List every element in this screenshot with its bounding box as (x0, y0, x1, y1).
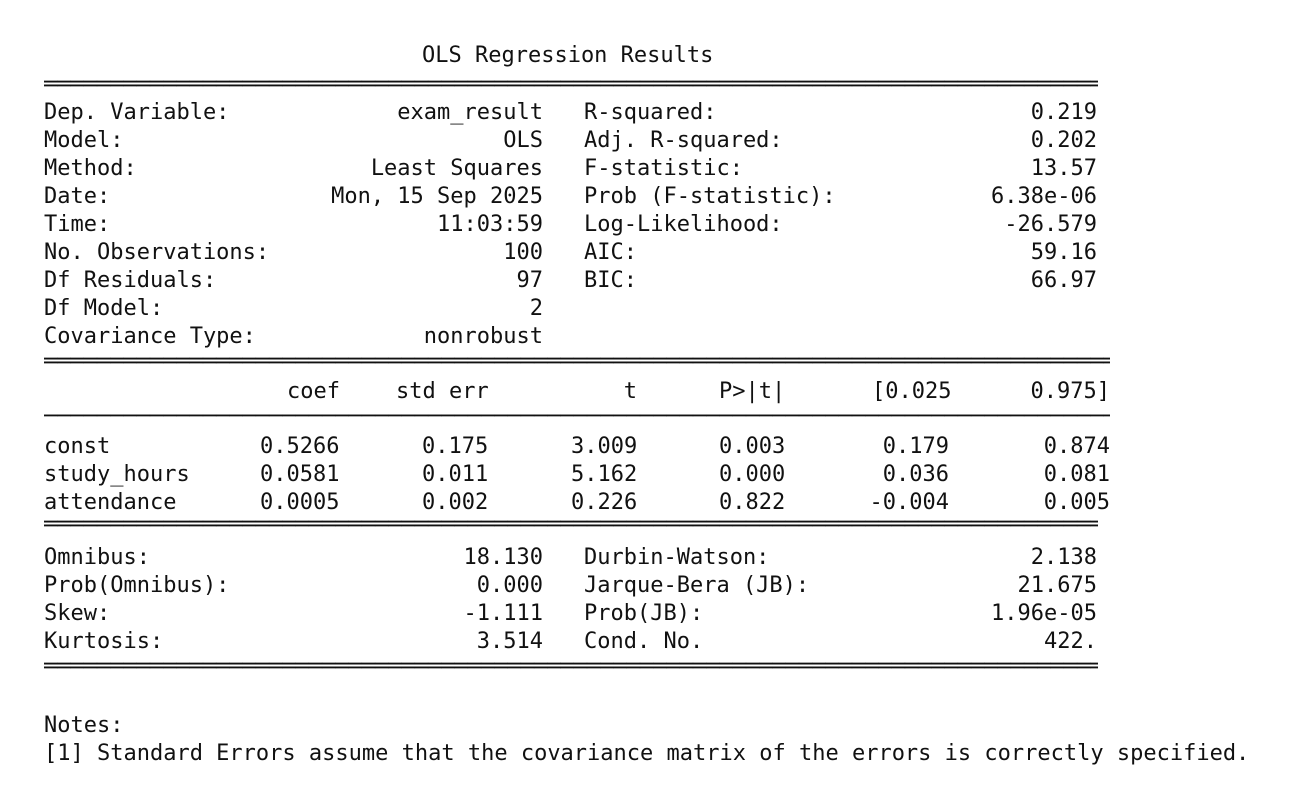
double-rule-3: ════════════════════════════════════════… (44, 518, 1098, 532)
table-cell: 0.003 (719, 434, 786, 459)
diag-value: 18.130 (463, 545, 543, 570)
table-cell: 3.009 (571, 434, 638, 459)
column-header: 0.975] (1030, 379, 1110, 404)
stat-value: 0.202 (1030, 128, 1097, 153)
table-cell: 0.081 (1043, 462, 1110, 487)
info-value: 100 (503, 240, 543, 265)
double-rule-bottom: ════════════════════════════════════════… (44, 660, 1098, 674)
column-header: coef (287, 379, 340, 404)
stat-value: 6.38e-06 (991, 184, 1097, 209)
table-cell: 0.0581 (260, 462, 340, 487)
table-cell: 0.002 (422, 490, 489, 515)
stat-value: 13.57 (1030, 156, 1097, 181)
diag-value: 0.000 (476, 573, 543, 598)
notes-heading: Notes: (44, 713, 124, 738)
info-value: 11:03:59 (437, 212, 543, 237)
info-value: Mon, 15 Sep 2025 (331, 184, 543, 209)
info-value: OLS (503, 128, 543, 153)
table-cell: 0.822 (719, 490, 786, 515)
variable-name: attendance (44, 490, 177, 515)
stat-value: 66.97 (1030, 268, 1097, 293)
info-label: Time: (44, 212, 111, 237)
note-item: [1] Standard Errors assume that the cova… (44, 741, 1250, 766)
diag-value: 21.675 (1017, 573, 1097, 598)
diag-label: Prob(Omnibus): (44, 573, 230, 598)
info-value: Least Squares (370, 156, 543, 181)
info-label: Dep. Variable: (44, 100, 230, 125)
diag-label: Prob(JB): (584, 601, 704, 626)
variable-name: const (44, 434, 111, 459)
info-value: 97 (516, 268, 544, 293)
stat-value: 59.16 (1030, 240, 1097, 265)
diag-label: Cond. No. (584, 629, 704, 654)
stat-value: -26.579 (1004, 212, 1097, 237)
info-label: Covariance Type: (44, 324, 256, 349)
stat-value: 0.219 (1030, 100, 1097, 125)
double-rule-2: ════════════════════════════════════════… (44, 355, 1110, 369)
table-cell: 0.011 (422, 462, 489, 487)
stat-label: AIC: (584, 240, 637, 265)
table-cell: 0.874 (1043, 434, 1110, 459)
diag-label: Omnibus: (44, 545, 150, 570)
single-rule: ────────────────────────────────────────… (44, 410, 1110, 424)
info-value: exam_result (397, 100, 543, 125)
info-label: Df Model: (44, 296, 164, 321)
table-cell: -0.004 (869, 490, 949, 515)
stat-label: Prob (F-statistic): (584, 184, 836, 209)
diag-value: 3.514 (476, 629, 543, 654)
diag-label: Kurtosis: (44, 629, 164, 654)
column-header: P>|t| (719, 379, 786, 404)
double-rule-top: ════════════════════════════════════════… (44, 78, 1098, 92)
info-value: nonrobust (423, 324, 543, 349)
variable-name: study_hours (44, 462, 190, 487)
table-cell: 5.162 (571, 462, 638, 487)
stat-label: F-statistic: (584, 156, 743, 181)
stat-label: R-squared: (584, 100, 717, 125)
diag-value: -1.111 (463, 601, 543, 626)
info-label: Df Residuals: (44, 268, 217, 293)
table-cell: 0.179 (882, 434, 949, 459)
column-header: t (623, 379, 637, 404)
stat-label: Log-Likelihood: (584, 212, 783, 237)
report-title: OLS Regression Results (422, 43, 714, 68)
column-header: [0.025 (872, 379, 952, 404)
column-header: std err (396, 379, 489, 404)
diag-label: Jarque-Bera (JB): (584, 573, 810, 598)
table-cell: 0.000 (719, 462, 786, 487)
table-cell: 0.226 (571, 490, 638, 515)
table-cell: 0.0005 (260, 490, 340, 515)
table-cell: 0.175 (422, 434, 489, 459)
info-label: Model: (44, 128, 124, 153)
table-cell: 0.5266 (260, 434, 340, 459)
diag-label: Durbin-Watson: (584, 545, 770, 570)
diag-value: 422. (1044, 629, 1097, 654)
info-label: Method: (44, 156, 137, 181)
diag-value: 2.138 (1030, 545, 1097, 570)
table-cell: 0.036 (882, 462, 949, 487)
table-cell: 0.005 (1043, 490, 1110, 515)
stat-label: BIC: (584, 268, 637, 293)
diag-value: 1.96e-05 (991, 601, 1097, 626)
stat-label: Adj. R-squared: (584, 128, 783, 153)
info-label: No. Observations: (44, 240, 270, 265)
info-label: Date: (44, 184, 111, 209)
diag-label: Skew: (44, 601, 111, 626)
info-value: 2 (529, 296, 543, 321)
